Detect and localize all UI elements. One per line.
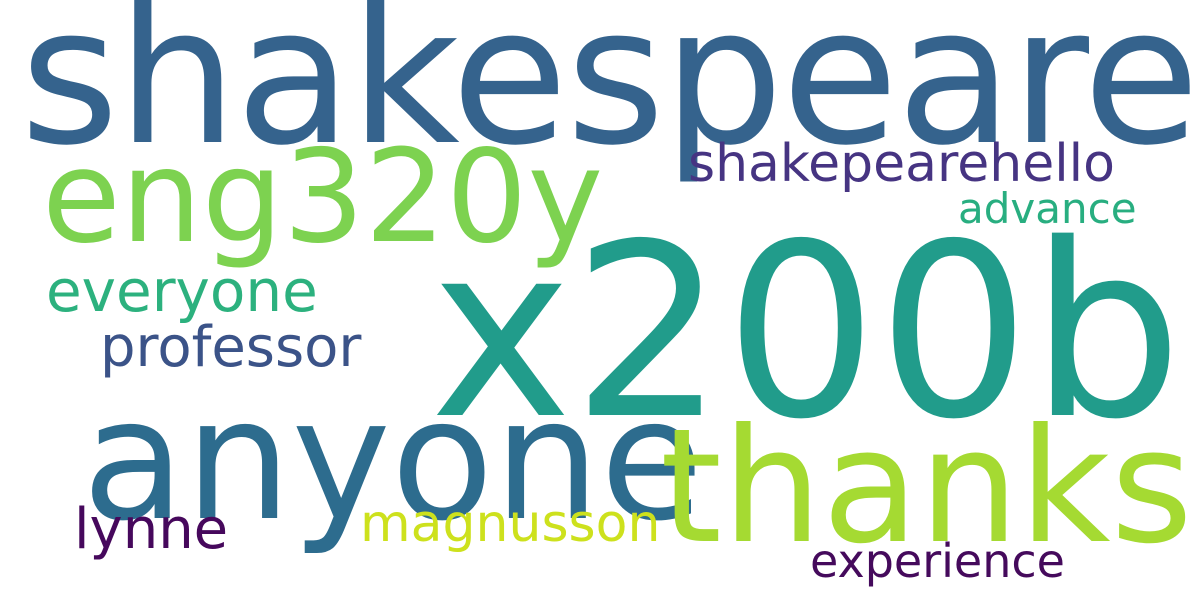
word-anyone: anyone [82,362,704,558]
word-everyone: everyone [46,257,318,325]
word-eng320y: eng320y [42,123,604,272]
word-professor: professor [100,315,362,380]
word-advance: advance [958,184,1137,233]
word-experience: experience [810,534,1065,588]
word-magnusson: magnusson [360,494,661,554]
word-x200b: x200b [430,192,1183,472]
word-shakespeare: shakespeare [20,0,1200,187]
word-lynne: lynne [74,497,229,562]
word-shakepearehello: shakepearehello [688,134,1115,194]
word-thanks: thanks [660,395,1193,579]
